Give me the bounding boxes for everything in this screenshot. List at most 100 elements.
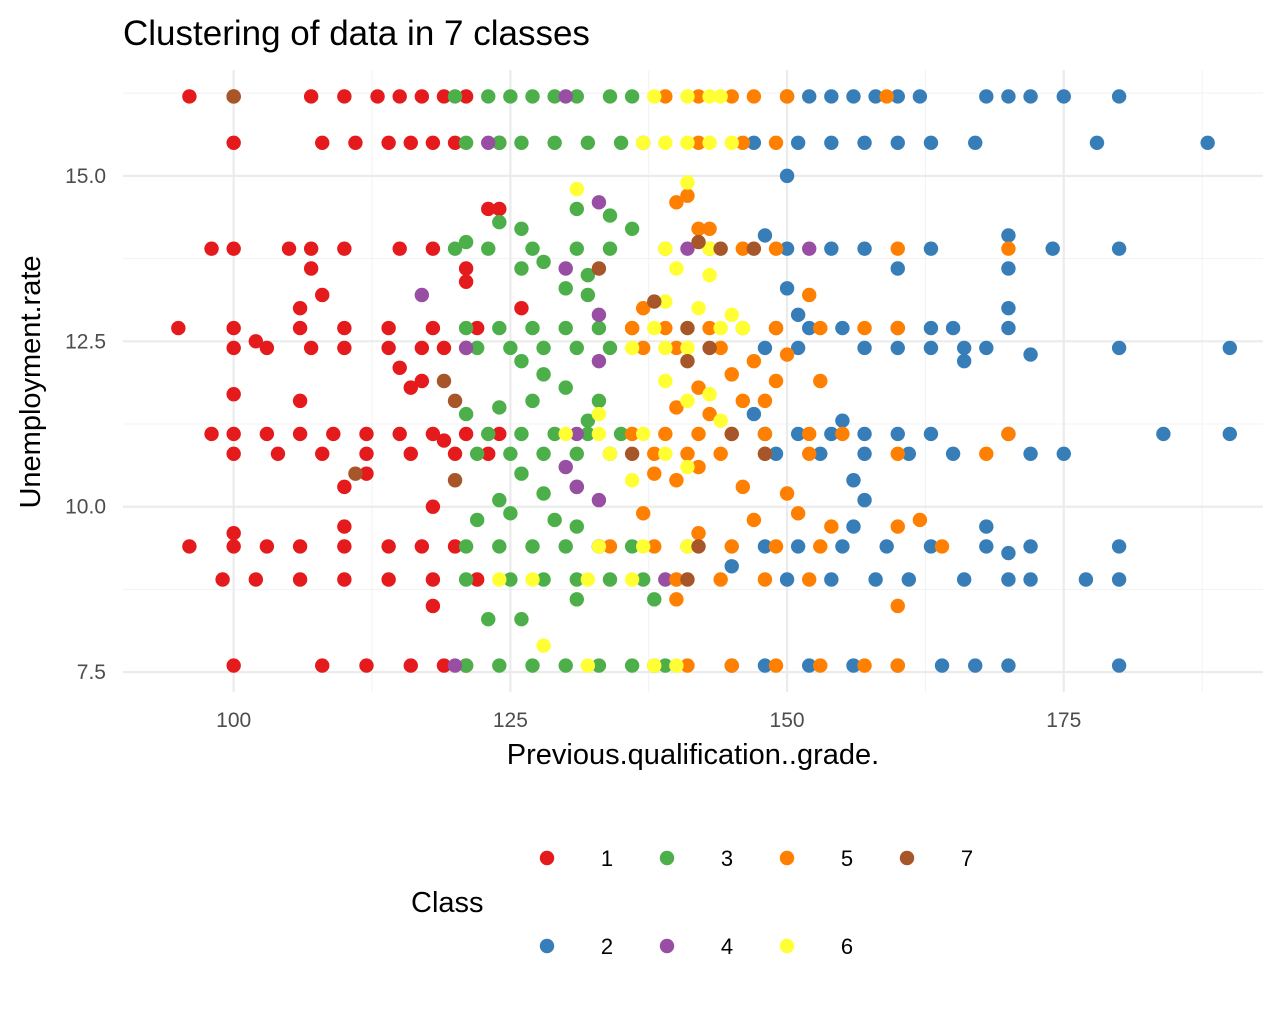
data-point-class-3 [547,512,562,528]
data-point-class-7 [680,320,695,336]
data-point-class-1 [226,320,241,336]
data-point-class-3 [469,340,485,356]
data-point-class-3 [514,221,529,237]
data-point-class-5 [635,506,651,521]
data-point-class-3 [536,446,551,461]
data-point-class-7 [226,89,241,104]
data-point-class-2 [945,320,961,336]
data-point-class-6 [525,572,540,587]
data-point-class-3 [536,340,551,356]
data-point-class-1 [315,135,330,150]
data-point-class-7 [647,294,662,309]
data-point-class-2 [979,340,994,356]
data-point-class-5 [658,426,673,442]
data-point-class-5 [691,525,706,541]
legend: Class 1 3 5 7 2 4 6 [411,846,973,959]
data-point-class-3 [458,572,474,587]
data-point-class-3 [481,612,496,627]
data-point-class-1 [337,539,352,554]
data-point-class-2 [890,135,905,150]
data-point-class-3 [492,492,507,508]
data-point-class-2 [802,89,817,104]
data-point-class-3 [580,413,596,428]
data-point-class-2 [1045,241,1060,256]
data-point-class-3 [613,426,629,442]
data-point-class-2 [979,89,994,104]
data-point-class-5 [624,320,640,336]
data-point-class-1 [303,340,319,356]
data-point-class-1 [359,466,374,481]
data-point-class-2 [779,281,795,296]
data-point-class-1 [392,360,407,375]
data-point-class-3 [447,89,463,104]
data-point-class-3 [547,426,562,442]
data-point-class-3 [569,446,584,461]
data-point-class-2 [757,539,773,554]
data-point-class-1 [425,135,441,150]
data-point-class-6 [591,406,607,422]
data-point-class-3 [602,241,618,256]
data-point-class-1 [381,135,396,150]
data-point-class-1 [447,539,463,554]
data-point-class-3 [569,201,584,217]
legend-key-class-6 [779,938,795,954]
data-point-class-2 [824,426,839,442]
data-point-class-2 [1001,545,1016,561]
data-point-class-6 [713,320,728,336]
data-point-class-7 [702,340,717,356]
data-point-class-2 [956,353,972,369]
data-point-class-1 [447,135,463,150]
data-point-class-3 [458,406,474,422]
data-point-class-6 [680,459,695,475]
data-point-class-2 [868,89,883,104]
data-point-class-3 [569,592,584,607]
data-point-class-1 [458,261,474,276]
data-point-class-2 [1200,135,1215,150]
data-point-class-2 [746,406,762,422]
data-point-class-3 [469,446,485,461]
data-point-class-1 [403,380,418,395]
data-point-class-6 [580,572,596,587]
data-point-class-5 [669,592,684,607]
data-point-class-1 [458,274,474,289]
data-point-class-1 [182,89,197,104]
data-point-class-5 [757,572,773,587]
data-point-class-2 [857,492,872,508]
data-point-class-6 [724,307,739,323]
data-point-class-5 [702,221,717,237]
data-point-class-6 [569,181,584,197]
data-point-class-3 [624,221,640,237]
legend-label-class-2: 2 [601,934,613,959]
data-point-class-5 [890,320,905,336]
data-point-class-1 [337,241,352,256]
data-point-class-4 [558,459,573,475]
data-point-class-6 [624,473,640,488]
data-point-class-1 [337,519,352,534]
data-point-class-2 [1111,89,1127,104]
data-point-class-5 [735,135,751,150]
data-point-class-2 [1001,89,1016,104]
data-point-class-1 [303,89,319,104]
data-point-class-7 [680,353,695,369]
data-point-class-4 [591,353,607,369]
data-point-class-4 [680,241,695,256]
data-point-class-1 [182,539,197,554]
data-point-class-1 [414,373,430,389]
data-point-class-3 [492,135,507,150]
data-point-class-1 [381,320,396,336]
data-point-class-2 [1111,241,1127,256]
data-point-class-2 [1089,135,1105,150]
legend-label-class-5: 5 [841,846,853,871]
data-point-class-1 [381,340,396,356]
data-point-class-2 [956,340,972,356]
data-point-class-1 [315,446,330,461]
data-point-class-5 [813,539,828,554]
data-point-class-2 [790,426,806,442]
legend-label-class-7: 7 [961,846,973,871]
data-point-class-5 [979,446,994,461]
data-point-class-1 [204,241,219,256]
data-point-class-2 [923,241,939,256]
data-point-class-5 [790,506,806,521]
data-point-class-5 [691,426,706,442]
data-point-class-5 [691,380,706,395]
